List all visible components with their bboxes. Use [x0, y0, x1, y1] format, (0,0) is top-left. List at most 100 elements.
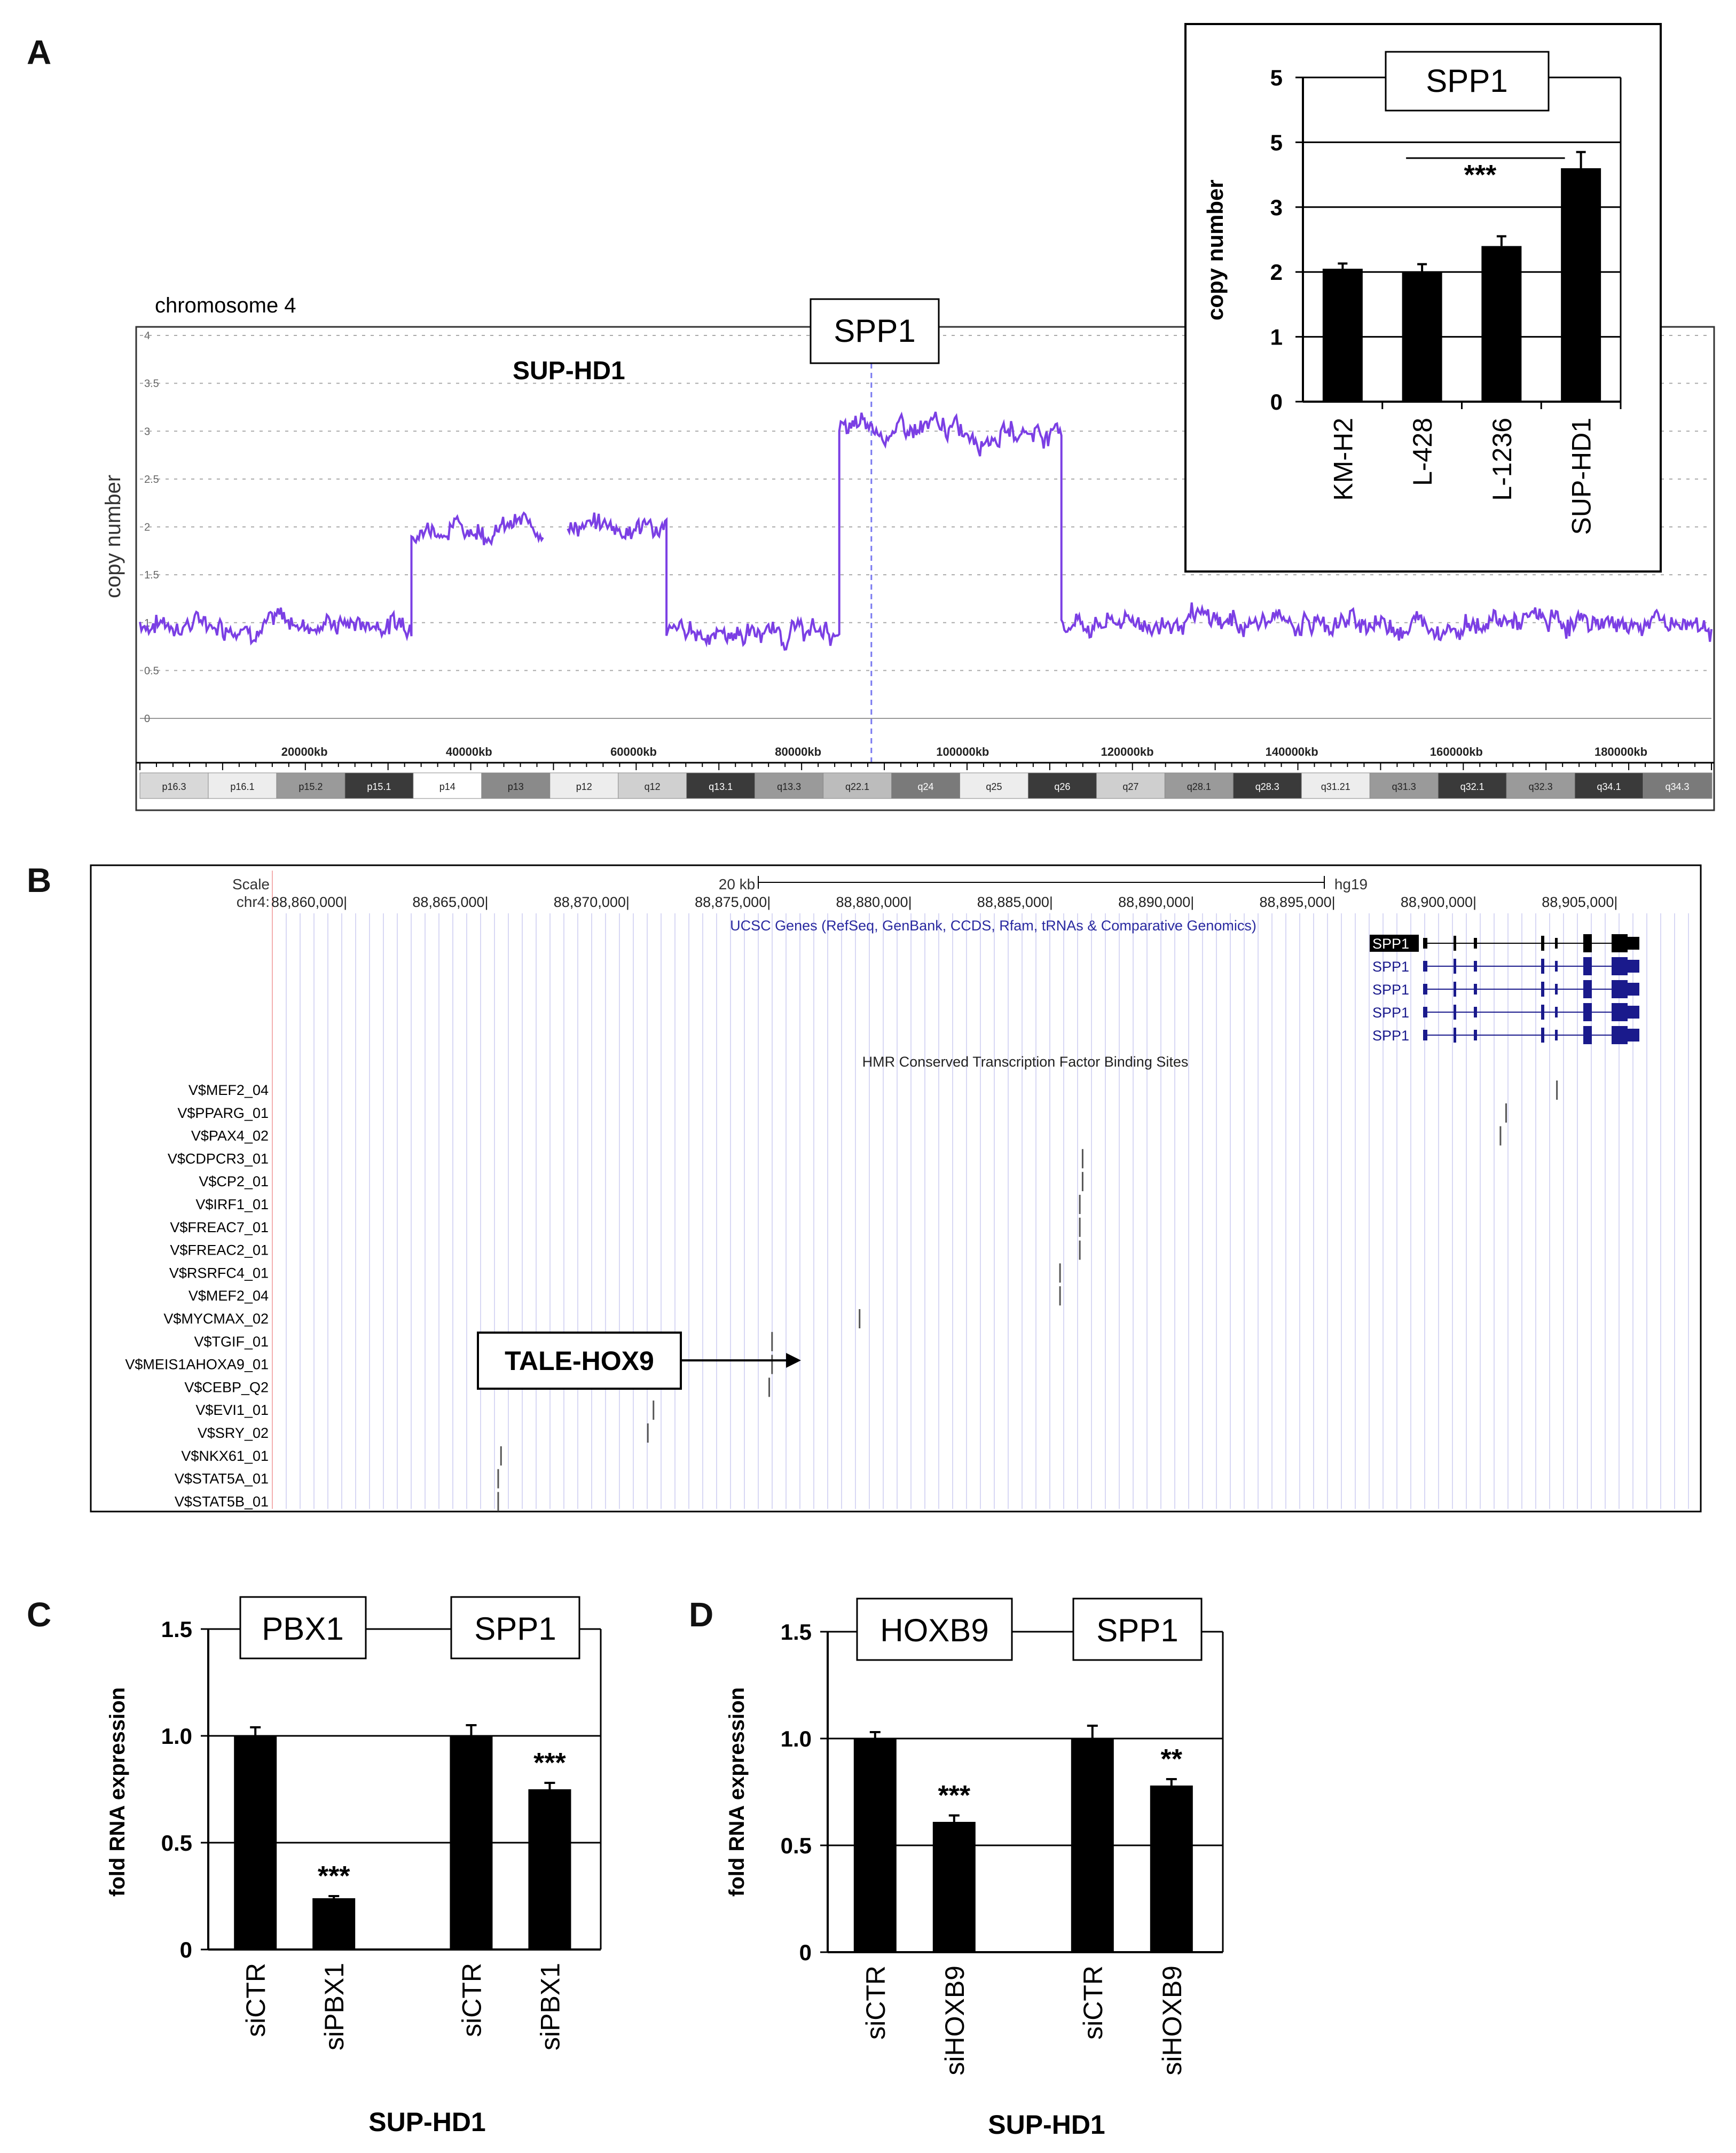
- assembly-label: hg19: [1334, 876, 1368, 892]
- cnv-xtick-label: 60000kb: [610, 745, 657, 758]
- c-bar: [528, 1789, 571, 1950]
- c-significance: ***: [318, 1861, 350, 1892]
- inset-ytick-label: 5: [1270, 130, 1283, 155]
- gene-exon: [1423, 1007, 1427, 1017]
- panel-c-chart: 0 0.5 1.0 1.5 siCTR siPBX1 *** siCTR siPBX1 ***: [161, 1617, 602, 2050]
- c-ytick-label: 1.0: [161, 1724, 192, 1749]
- gene-label: SPP1: [1372, 959, 1409, 975]
- ideogram-band-label: p14: [439, 781, 455, 792]
- ideogram-band-label: p16.1: [230, 781, 254, 792]
- gene-exon: [1555, 984, 1558, 995]
- gene-label-highlight: [1370, 935, 1419, 952]
- tfbs-label: V$STAT5A_01: [175, 1471, 269, 1487]
- ideogram-band-label: q34.3: [1665, 781, 1689, 792]
- tfbs-label: V$CEBP_Q2: [184, 1379, 269, 1395]
- c-significance: ***: [533, 1748, 566, 1779]
- gene-exon: [1628, 983, 1639, 996]
- gene-exon: [1423, 938, 1427, 949]
- panel-b-letter: B: [27, 861, 51, 899]
- c-category-label: siPBX1: [319, 1963, 349, 2050]
- gene-exon: [1541, 982, 1544, 997]
- inset-spp1-label: SPP1: [1426, 63, 1507, 99]
- ideogram-band-label: p15.1: [367, 781, 391, 792]
- gene-exon: [1541, 1028, 1544, 1043]
- tfbs-label: V$CP2_01: [199, 1173, 269, 1189]
- gene-exon: [1454, 982, 1456, 997]
- chromosome-ideogram: p16.3 p16.1 p15.2 p15.1 p14 p13 p12 q12 q13.1 q13…: [139, 772, 1713, 799]
- ideogram-band-label: q34.1: [1597, 781, 1621, 792]
- gene-label: SPP1: [1372, 982, 1409, 998]
- ideogram-band: [891, 772, 961, 799]
- ideogram-band-label: q24: [917, 781, 933, 792]
- gene-exon: [1628, 960, 1639, 973]
- ideogram-band: [1096, 772, 1166, 799]
- gene-exon: [1423, 1030, 1427, 1040]
- d-category-label: siHOXB9: [940, 1966, 970, 2076]
- cnv-xtick-label: 40000kb: [446, 745, 492, 758]
- gene-exon: [1612, 1003, 1628, 1021]
- inset-ytick-label: 3: [1270, 195, 1283, 220]
- gene-exon: [1454, 936, 1456, 951]
- ideogram-band-label: q31.21: [1321, 781, 1350, 792]
- inset-ytick-label: 1: [1270, 325, 1283, 350]
- d-xlabel: SUP-HD1: [988, 2110, 1105, 2140]
- gene-exon: [1541, 936, 1544, 951]
- ideogram-band-label: q32.1: [1460, 781, 1484, 792]
- inset-category-label: SUP-HD1: [1567, 418, 1597, 535]
- cnv-spp1-box: [810, 298, 940, 364]
- d-spp1-label: SPP1: [1096, 1612, 1178, 1648]
- d-bar: [932, 1822, 976, 1952]
- ideogram-band: [276, 772, 346, 799]
- gene-exon: [1583, 1026, 1592, 1044]
- c-xlabel: SUP-HD1: [368, 2107, 485, 2137]
- inset-bar: [1402, 272, 1442, 402]
- c-ytick-label: 1.5: [161, 1617, 192, 1642]
- tfbs-label: V$MEIS1AHOXA9_01: [125, 1357, 269, 1373]
- d-ytick-label: 0.5: [781, 1833, 812, 1858]
- ideogram-band: [208, 772, 278, 799]
- d-category-label: siHOXB9: [1157, 1966, 1187, 2076]
- coord-label: 88,870,000|: [554, 894, 630, 910]
- ideogram-band: [686, 772, 756, 799]
- gene-exon: [1555, 961, 1558, 972]
- cnv-xtick-label: 80000kb: [775, 745, 821, 758]
- c-bar: [450, 1736, 493, 1950]
- coord-label: 88,890,000|: [1118, 894, 1194, 910]
- gene-exon: [1612, 957, 1628, 975]
- ideogram-band-label: q27: [1122, 781, 1138, 792]
- gene-label: SPP1: [1372, 1005, 1409, 1021]
- d-spp1-box: [1072, 1598, 1203, 1661]
- ideogram-band-label: q13.1: [709, 781, 733, 792]
- inset-spp1-box: [1385, 51, 1550, 112]
- genes-track-label: UCSC Genes (RefSeq, GenBank, CCDS, Rfam,…: [730, 918, 1256, 934]
- inset-bar: [1322, 269, 1363, 402]
- tfbs-track-label: HMR Conserved Transcription Factor Bindi…: [862, 1054, 1189, 1070]
- cnv-title: SUP-HD1: [513, 357, 625, 385]
- tfbs-label: V$FREAC2_01: [170, 1242, 269, 1258]
- cnv-xtick-label: 20000kb: [281, 745, 328, 758]
- inset-ytick-label: 0: [1270, 389, 1283, 414]
- c-spp1-box: [450, 1596, 580, 1659]
- d-ytick-label: 0: [799, 1940, 812, 1965]
- inset-significance-label: ***: [1464, 160, 1497, 191]
- tale-hox9-arrowhead: [786, 1353, 801, 1368]
- inset-bar: [1561, 168, 1601, 402]
- inset-category-label: L-428: [1408, 418, 1437, 486]
- cnv-xtick-label: 100000kb: [936, 745, 989, 758]
- inset-ytick-label: 2: [1270, 260, 1283, 285]
- cnv-ytick-label: 1.5: [144, 569, 159, 581]
- ideogram-band: [823, 772, 893, 799]
- gene-exon: [1541, 959, 1544, 974]
- ideogram-band: [618, 772, 688, 799]
- coord-label: 88,875,000|: [695, 894, 771, 910]
- ideogram-band: [549, 772, 619, 799]
- ideogram-band: [1027, 772, 1097, 799]
- cnv-ylabel: copy number: [101, 475, 125, 598]
- gene-exon: [1612, 934, 1628, 952]
- genome-browser: 88,860,000| 88,865,000| 88,870,000| 88,875,…: [125, 871, 1689, 1512]
- cnv-ytick-label: 4: [144, 330, 150, 342]
- gene-exon: [1474, 984, 1477, 995]
- coord-label: 88,865,000|: [412, 894, 488, 910]
- c-category-label: siCTR: [457, 1963, 486, 2037]
